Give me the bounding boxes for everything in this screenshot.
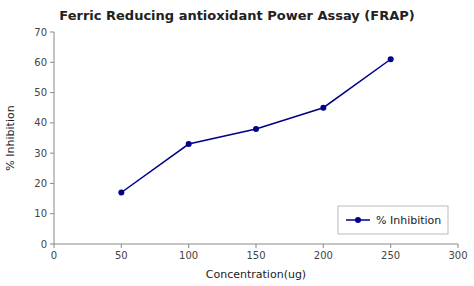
y-tick <box>50 183 54 184</box>
point <box>253 126 259 132</box>
y-tick-label: 40 <box>34 117 47 128</box>
title: Ferric Reducing antioxidant Power Assay … <box>59 8 414 23</box>
y-tick <box>50 153 54 154</box>
y-tick-label: 30 <box>34 148 47 159</box>
legend-label: % Inhibition <box>376 214 441 227</box>
x-tick <box>323 244 324 248</box>
y-tick <box>50 62 54 63</box>
x-tick-label: 250 <box>381 250 400 261</box>
y-tick-label: 20 <box>34 178 47 189</box>
y-tick <box>50 244 54 245</box>
x-tick-label: 0 <box>51 250 57 261</box>
point <box>320 105 326 111</box>
y-tick-label: 70 <box>34 27 47 38</box>
legend: % Inhibition <box>338 206 448 234</box>
point <box>118 190 124 196</box>
y-axis-label: % Inhibition <box>4 105 17 170</box>
x-tick <box>256 244 257 248</box>
point <box>186 141 192 147</box>
x-tick-label: 200 <box>314 250 333 261</box>
y-tick <box>50 92 54 93</box>
line <box>121 59 390 192</box>
y-tick-label: 50 <box>34 87 47 98</box>
y-tick-label: 0 <box>41 239 47 250</box>
legend-frame <box>338 206 448 234</box>
x-tick-label: 150 <box>246 250 265 261</box>
y-tick <box>50 213 54 214</box>
plot-area <box>118 56 393 195</box>
y-tick-label: 10 <box>34 208 47 219</box>
y-axis <box>54 32 55 244</box>
x-tick-label: 50 <box>115 250 128 261</box>
y-tick-label: 60 <box>34 57 47 68</box>
x-tick <box>54 244 55 248</box>
x-axis-label: Concentration(ug) <box>206 268 306 281</box>
y-tick <box>50 122 54 123</box>
x-tick-label: 300 <box>448 250 467 261</box>
x-tick-label: 100 <box>179 250 198 261</box>
y-tick <box>50 32 54 33</box>
chart: Ferric Reducing antioxidant Power Assay … <box>0 0 474 286</box>
x-tick <box>458 244 459 248</box>
x-tick <box>121 244 122 248</box>
legend-marker <box>355 217 361 223</box>
x-tick <box>390 244 391 248</box>
point <box>388 56 394 62</box>
x-tick <box>188 244 189 248</box>
